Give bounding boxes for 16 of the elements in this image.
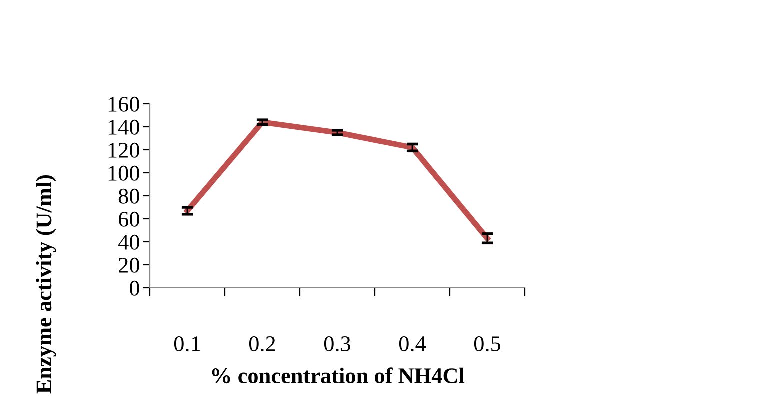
y-tick-label: 0 — [130, 280, 140, 296]
y-tick-label: 140 — [108, 120, 140, 135]
y-tick-label: 80 — [118, 188, 140, 204]
y-tick-label: 120 — [108, 142, 140, 158]
y-tick-label: 160 — [108, 96, 140, 112]
y-axis-title: Enzyme activity (U/ml) — [36, 175, 56, 394]
x-tick-label: 0.4 — [399, 336, 426, 352]
y-tick-label: 20 — [119, 258, 140, 273]
x-tick-label: 0.1 — [174, 336, 200, 352]
x-tick-label: 0.3 — [324, 336, 351, 352]
y-tick-label: 40 — [118, 234, 140, 250]
x-tick-label: 0.5 — [474, 336, 501, 352]
y-tick-label: 60 — [119, 212, 140, 227]
x-tick-label: 0.2 — [249, 336, 276, 352]
y-tick-label: 100 — [108, 166, 140, 181]
x-axis-title: % concentration of NH4Cl — [212, 368, 465, 384]
